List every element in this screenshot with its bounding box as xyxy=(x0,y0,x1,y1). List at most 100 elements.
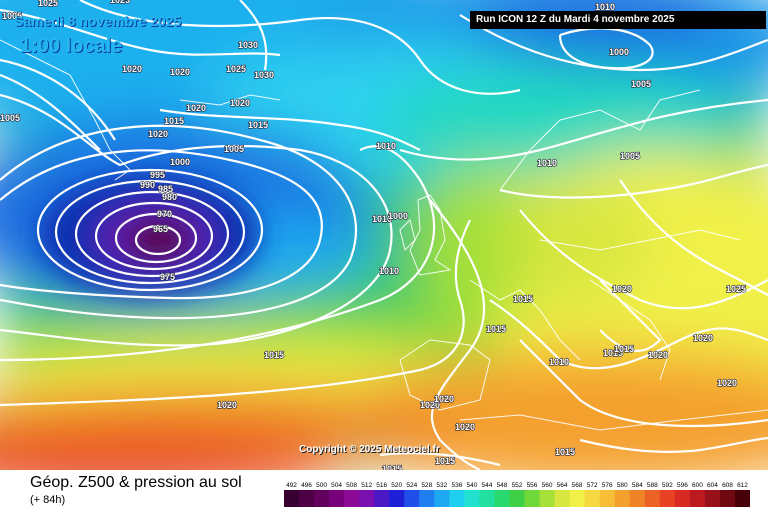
legend-color-swatch xyxy=(599,490,616,507)
copyright-notice: Copyright © 2025 Meteociel.fr xyxy=(299,444,440,455)
isobar-label: 1005 xyxy=(0,113,20,123)
legend-color-swatch xyxy=(659,490,676,507)
legend-color-swatch xyxy=(554,490,571,507)
legend-value-label: 600 xyxy=(692,482,703,489)
legend-value-label: 520 xyxy=(391,482,402,489)
isobar-labels: 1025 1020 1020 1030 1025 1020 1020 1020 … xyxy=(0,0,747,470)
legend-color-swatch xyxy=(419,490,435,507)
isobar-label: 985 xyxy=(158,184,173,194)
isobar-label: 1015 xyxy=(435,456,455,466)
model-run-info: Run ICON 12 Z du Mardi 4 novembre 2025 xyxy=(470,11,766,29)
map-title: Géop. Z500 & pression au sol xyxy=(30,474,242,491)
legend-color-swatch xyxy=(524,490,540,507)
isobar-label: 1020 xyxy=(170,67,190,77)
legend-value-label: 500 xyxy=(316,482,327,489)
legend-value-label: 528 xyxy=(421,482,432,489)
legend-value-label: 516 xyxy=(376,482,387,489)
legend-value-label: 544 xyxy=(481,482,492,489)
legend-value-label: 580 xyxy=(617,482,628,489)
isobar-label: 1025 xyxy=(726,284,746,294)
legend-value-label: 556 xyxy=(527,482,538,489)
isobar-label: 975 xyxy=(160,272,175,282)
legend-value-label: 532 xyxy=(436,482,447,489)
isobar-label: 980 xyxy=(162,192,177,202)
legend-value-label: 504 xyxy=(331,482,342,489)
isobar-label: 1000 xyxy=(388,211,408,221)
isobar-label: 1020 xyxy=(420,400,440,410)
isobar-label: 995 xyxy=(150,170,165,180)
legend-color-swatch xyxy=(449,490,465,507)
isobar-label: 1020 xyxy=(148,129,168,139)
isobar-label: 970 xyxy=(157,209,172,219)
legend-color-swatch xyxy=(329,490,345,507)
isobar-label: 990 xyxy=(140,180,155,190)
legend-value-label: 512 xyxy=(361,482,372,489)
legend-color-swatch xyxy=(344,490,360,507)
isobar-label: 1030 xyxy=(238,40,258,50)
isobar-label: 1010 xyxy=(372,214,392,224)
legend-value-label: 572 xyxy=(587,482,598,489)
isobar-label: 1005 xyxy=(631,79,651,89)
legend-color-swatch xyxy=(404,490,420,507)
isobar-label: 1020 xyxy=(717,378,737,388)
legend-value-label: 548 xyxy=(497,482,508,489)
isobar-label: 1020 xyxy=(455,422,475,432)
legend-color-swatch xyxy=(389,490,405,507)
valid-date-label: Samedi 8 novembre 2025 xyxy=(14,13,182,29)
legend-value-label: 588 xyxy=(647,482,658,489)
isobar-label: 1015 xyxy=(248,120,268,130)
legend-value-label: 568 xyxy=(572,482,583,489)
legend-color-swatch xyxy=(644,490,661,507)
legend-value-label: 564 xyxy=(557,482,568,489)
legend-value-label: 584 xyxy=(632,482,643,489)
isobar-label: 1020 xyxy=(230,98,250,108)
legend-color-swatch xyxy=(359,490,375,507)
isobars xyxy=(0,0,768,470)
isobar-label: 1015 xyxy=(614,344,634,354)
forecast-map[interactable]: 1025 1020 1020 1030 1025 1020 1020 1020 … xyxy=(0,0,768,470)
isobar-label: 1020 xyxy=(612,284,632,294)
legend-value-label: 524 xyxy=(406,482,417,489)
legend-value-label: 576 xyxy=(602,482,613,489)
legend-value-label: 552 xyxy=(512,482,523,489)
isobar-label: 1005 xyxy=(224,144,244,154)
legend-value-label: 596 xyxy=(677,482,688,489)
coastlines xyxy=(0,39,768,431)
legend-value-label: 592 xyxy=(662,482,673,489)
legend-value-label: 540 xyxy=(466,482,477,489)
legend-color-swatch xyxy=(434,490,450,507)
isobar-label: 1020 xyxy=(186,103,206,113)
map-canvas: 1025 1020 1020 1030 1025 1020 1020 1020 … xyxy=(0,0,768,470)
legend-color-swatch xyxy=(284,490,300,507)
isobar-label: 1020 xyxy=(648,350,668,360)
isobar-label: 1005 xyxy=(2,11,22,21)
color-scale-legend: 492 496 500 504 508 512 516 520 524 528 532 536 540 5… xyxy=(284,482,750,507)
legend-color-swatch xyxy=(509,490,525,507)
legend-value-label: 604 xyxy=(707,482,718,489)
local-time-label: 1:00 locale xyxy=(20,35,123,57)
legend-color-swatch xyxy=(674,490,691,507)
isobar-label: 1020 xyxy=(122,64,142,74)
isobar-label: 1020 xyxy=(693,333,713,343)
legend-color-swatch xyxy=(479,490,495,507)
isobar-label: 1010 xyxy=(537,158,557,168)
isobar-label: 1025 xyxy=(226,64,246,74)
isobar-label: 1015 xyxy=(603,348,623,358)
isobar-label: 1010 xyxy=(376,141,396,151)
legend-color-swatch xyxy=(299,490,315,507)
isobar-label: 1005 xyxy=(620,151,640,161)
legend-value-label: 496 xyxy=(301,482,312,489)
legend-value-label: 560 xyxy=(542,482,553,489)
legend-value-label: 536 xyxy=(451,482,462,489)
isobar-label: 1015 xyxy=(513,294,533,304)
isobar-label: 1015 xyxy=(486,324,506,334)
isobar-label: 1010 xyxy=(549,357,569,367)
lead-time-label: (+ 84h) xyxy=(30,494,66,506)
legend-color-swatch xyxy=(584,490,601,507)
legend-color-swatch xyxy=(689,490,706,507)
isobar-label: 1000 xyxy=(170,157,190,167)
isobar-label: 1010 xyxy=(595,2,615,12)
legend-color-swatch xyxy=(494,490,510,507)
isobar-label: 1015 xyxy=(382,464,402,470)
